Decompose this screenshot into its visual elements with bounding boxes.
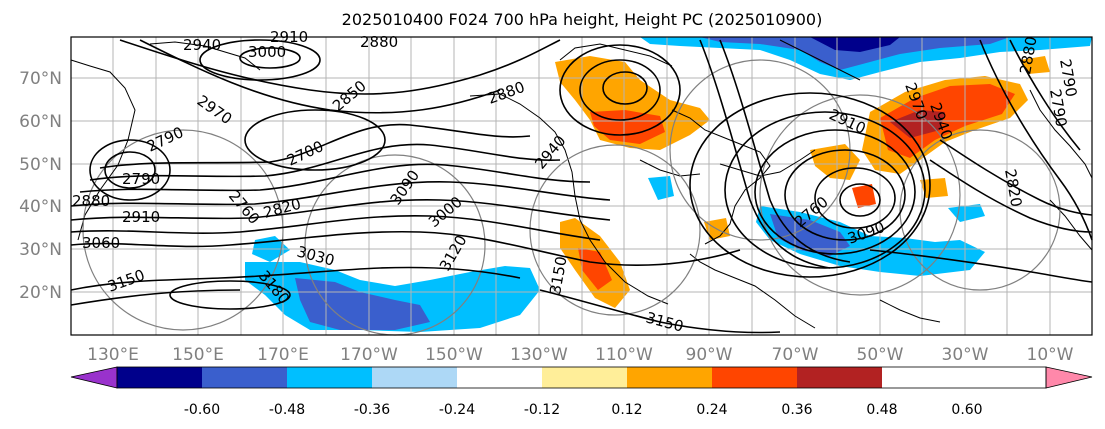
positive-anomaly-mexico-core	[578, 248, 612, 290]
contour-label: 2940	[183, 36, 221, 54]
colorbar-tick: -0.12	[524, 402, 560, 418]
map-panel: 2940 3000 2910 2880 2970 2850 2880 2790 …	[70, 28, 1093, 336]
colorbar-tick: -0.48	[269, 402, 305, 418]
lon-label: 110°W	[595, 345, 653, 365]
lat-label: 50°N	[19, 155, 62, 175]
colorbar-segment	[372, 367, 457, 388]
lat-label: 40°N	[19, 197, 62, 217]
colorbar-segment	[202, 367, 287, 388]
colorbar-over-arrow	[1045, 366, 1093, 389]
positive-anomaly-atlantic-center	[852, 184, 876, 208]
colorbar-tick: 0.48	[866, 402, 897, 418]
colorbar-under-arrow	[70, 366, 118, 389]
colorbar-segment	[542, 367, 627, 388]
positive-anomaly-alaska-2	[1020, 56, 1050, 74]
negative-anomaly-atlantic-core	[770, 214, 850, 256]
positive-anomaly-greenland-core	[890, 110, 945, 138]
contour-label: 3060	[82, 234, 120, 252]
negative-anomaly-arctic-core	[700, 37, 1010, 70]
lat-label: 30°N	[19, 240, 62, 260]
colorbar-tick: -0.36	[354, 402, 390, 418]
contour-label: 2790	[122, 170, 160, 188]
colorbar-tick: 0.12	[611, 402, 642, 418]
colorbar-segment	[797, 367, 882, 388]
lon-label: 170°E	[257, 345, 309, 365]
lon-label: 130°W	[510, 345, 568, 365]
lon-label: 150°E	[172, 345, 224, 365]
graticule	[71, 37, 1092, 335]
lon-label: 30°W	[942, 345, 989, 365]
contour-label: 2880	[360, 33, 398, 51]
lat-label: 20°N	[19, 283, 62, 303]
colorbar-tick: -0.24	[439, 402, 475, 418]
colorbar	[70, 366, 1093, 389]
colorbar-segment	[287, 367, 372, 388]
longitude-axis: 130°E 150°E 170°E 170°W 150°W 130°W 110°…	[87, 345, 1074, 365]
plot-title: 2025010400 F024 700 hPa height, Height P…	[342, 10, 823, 29]
negative-anomaly-arctic-deep	[810, 37, 900, 52]
colorbar-tick: 0.60	[951, 402, 982, 418]
contour-label: 3000	[248, 43, 286, 61]
lon-label: 170°W	[340, 345, 398, 365]
lon-label: 70°W	[772, 345, 819, 365]
lon-label: 10°W	[1027, 345, 1074, 365]
lon-label: 130°E	[87, 345, 139, 365]
colorbar-segment	[712, 367, 797, 388]
lat-label: 60°N	[19, 112, 62, 132]
lon-label: 150°W	[425, 345, 483, 365]
coastlines	[70, 39, 1093, 329]
colorbar-segment	[457, 367, 542, 388]
colorbar-tick: -0.60	[184, 402, 220, 418]
lat-label: 70°N	[19, 69, 62, 89]
contour-label: 2880	[72, 192, 110, 210]
height-contours	[70, 39, 1093, 334]
positive-anomaly-east-atlantic	[920, 178, 948, 198]
negative-anomaly-pacific-core	[295, 278, 430, 330]
latitude-axis: 70°N 60°N 50°N 40°N 30°N 20°N	[19, 69, 62, 303]
colorbar-tick: 0.36	[781, 402, 812, 418]
colorbar-segment	[627, 367, 712, 388]
colorbar-segment	[117, 367, 202, 388]
contour-label: 2910	[122, 208, 160, 226]
colorbar-tick: 0.24	[696, 402, 727, 418]
lon-label: 50°W	[857, 345, 904, 365]
lon-label: 90°W	[686, 345, 733, 365]
colorbar-ticks: -0.60 -0.48 -0.36 -0.24 -0.12 0.12 0.24 …	[184, 402, 983, 418]
